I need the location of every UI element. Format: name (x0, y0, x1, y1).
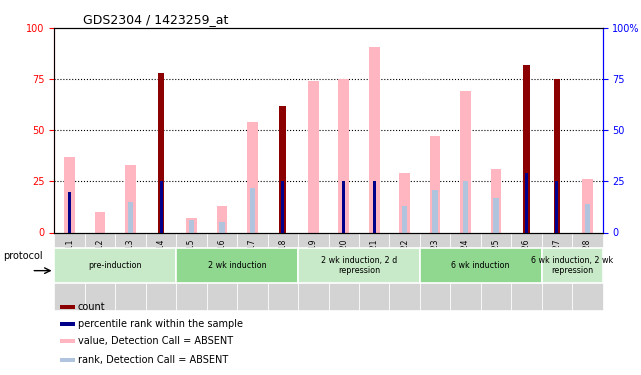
Bar (298, 248, 420, 283)
Bar (420, 248, 542, 283)
Bar (217, 206, 228, 232)
Bar (460, 92, 471, 232)
Bar (372, 182, 376, 232)
Bar (399, 173, 410, 232)
Bar (115, 232, 146, 310)
Bar (68, 192, 71, 232)
Bar (450, 232, 481, 310)
Bar (146, 232, 176, 310)
Bar (432, 190, 438, 232)
Bar (402, 206, 408, 232)
Bar (158, 73, 164, 232)
Bar (267, 232, 298, 310)
Bar (525, 173, 528, 232)
Bar (249, 188, 255, 232)
Bar (247, 122, 258, 232)
Bar (128, 202, 133, 232)
Bar (585, 204, 590, 232)
Bar (572, 232, 603, 310)
Bar (463, 182, 469, 232)
Bar (420, 232, 450, 310)
Bar (490, 169, 501, 232)
Bar (481, 232, 511, 310)
Bar (54, 248, 176, 283)
Bar (555, 182, 558, 232)
Bar (60, 358, 75, 362)
Bar (281, 182, 285, 232)
Text: protocol: protocol (3, 251, 43, 261)
Bar (523, 65, 529, 232)
Bar (60, 304, 75, 309)
Bar (554, 79, 560, 232)
Text: 6 wk induction: 6 wk induction (451, 261, 510, 270)
Bar (493, 198, 499, 232)
Text: 2 wk induction: 2 wk induction (208, 261, 267, 270)
Bar (582, 179, 593, 232)
Text: value, Detection Call = ABSENT: value, Detection Call = ABSENT (78, 336, 233, 346)
Text: percentile rank within the sample: percentile rank within the sample (78, 319, 243, 329)
Bar (389, 232, 420, 310)
Text: GDS2304 / 1423259_at: GDS2304 / 1423259_at (83, 13, 229, 26)
Text: 6 wk induction, 2 wk
repression: 6 wk induction, 2 wk repression (531, 256, 613, 275)
Bar (369, 46, 379, 232)
Text: pre-induction: pre-induction (88, 261, 142, 270)
Bar (206, 232, 237, 310)
Text: 2 wk induction, 2 d
repression: 2 wk induction, 2 d repression (321, 256, 397, 275)
Bar (308, 81, 319, 232)
Bar (237, 232, 268, 310)
Bar (188, 220, 194, 232)
Bar (429, 136, 440, 232)
Bar (85, 232, 115, 310)
Bar (342, 182, 345, 232)
Bar (511, 232, 542, 310)
Text: rank, Detection Call = ABSENT: rank, Detection Call = ABSENT (78, 355, 228, 365)
Bar (338, 79, 349, 232)
Bar (542, 248, 603, 283)
Text: count: count (78, 302, 106, 312)
Bar (359, 232, 389, 310)
Bar (125, 165, 136, 232)
Bar (542, 232, 572, 310)
Bar (298, 232, 328, 310)
Bar (60, 322, 75, 326)
Bar (54, 232, 85, 310)
Bar (95, 212, 106, 232)
Bar (160, 182, 163, 232)
Bar (279, 106, 286, 232)
Bar (60, 339, 75, 344)
Bar (328, 232, 359, 310)
Bar (219, 222, 225, 232)
Bar (176, 232, 206, 310)
Bar (176, 248, 298, 283)
Bar (186, 218, 197, 232)
Bar (64, 157, 75, 232)
